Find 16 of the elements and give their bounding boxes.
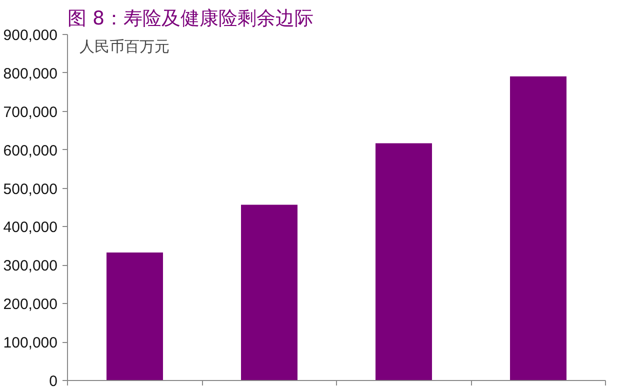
- bar: [241, 204, 298, 380]
- y-tick-label: 200,000: [3, 296, 58, 314]
- bar: [106, 252, 163, 380]
- y-tick-label: 700,000: [3, 104, 58, 121]
- y-tick-label: 800,000: [3, 65, 58, 82]
- chart-title: 图 8：寿险及健康险剩余边际: [68, 8, 314, 30]
- y-tick-label: 600,000: [3, 142, 58, 160]
- bar: [510, 76, 566, 380]
- annotation: 人民币百万元: [80, 38, 170, 56]
- y-tick-label: 900,000: [3, 27, 58, 44]
- y-tick-label: 400,000: [3, 219, 58, 236]
- bar: [376, 143, 432, 380]
- y-tick-label: 300,000: [3, 258, 58, 275]
- y-tick-label: 0: [49, 373, 58, 390]
- y-tick-label: 100,000: [3, 334, 58, 352]
- y-tick-label: 500,000: [3, 180, 58, 198]
